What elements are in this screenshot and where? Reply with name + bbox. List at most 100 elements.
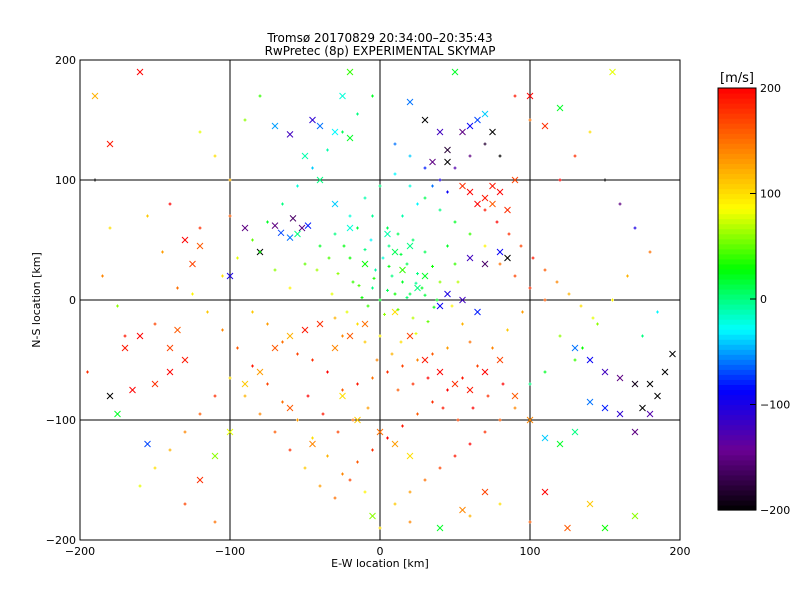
plus-marker xyxy=(468,442,472,446)
marker-stroke xyxy=(286,404,294,412)
cross-marker xyxy=(316,176,324,184)
plus-marker xyxy=(311,358,314,362)
cross-marker xyxy=(481,368,489,376)
marker-stroke xyxy=(474,308,481,316)
colorbar-segment xyxy=(718,288,756,295)
plus-marker xyxy=(198,130,202,134)
plus-marker xyxy=(386,370,389,374)
marker-stroke xyxy=(136,68,144,76)
plus-marker xyxy=(491,346,494,350)
cross-marker xyxy=(496,248,504,256)
plus-marker xyxy=(326,370,329,374)
plus-marker xyxy=(363,490,367,494)
plus-marker xyxy=(366,304,370,308)
cross-marker xyxy=(601,368,609,376)
colorbar-segment xyxy=(718,494,756,501)
marker-stroke xyxy=(406,98,414,106)
plus-marker xyxy=(315,268,319,272)
plus-marker xyxy=(399,340,403,344)
plus-marker xyxy=(506,328,509,332)
marker-stroke xyxy=(174,326,181,334)
plus-marker xyxy=(408,154,412,158)
marker-stroke xyxy=(444,146,451,154)
plus-marker xyxy=(405,262,409,266)
plus-marker xyxy=(438,178,442,182)
plus-marker xyxy=(273,268,277,272)
marker-stroke xyxy=(354,416,361,424)
cross-marker xyxy=(346,134,354,142)
cross-marker xyxy=(346,224,354,232)
plus-marker xyxy=(333,232,337,236)
plus-marker xyxy=(281,202,284,206)
marker-stroke xyxy=(316,320,324,328)
cross-marker xyxy=(136,332,144,340)
plus-marker xyxy=(483,208,487,212)
marker-stroke xyxy=(271,344,279,352)
colorbar-segment xyxy=(718,98,756,104)
marker-stroke xyxy=(211,452,219,460)
plus-marker xyxy=(423,166,427,170)
colorbar-tick-label: 200 xyxy=(760,82,781,95)
marker-stroke xyxy=(346,68,354,76)
plus-marker xyxy=(513,274,517,278)
plus-marker xyxy=(453,220,457,224)
cross-marker xyxy=(376,428,384,436)
marker-stroke xyxy=(451,68,459,76)
cross-marker xyxy=(646,380,654,388)
marker-stroke xyxy=(301,152,309,160)
plus-marker xyxy=(213,154,217,158)
colorbar-segment xyxy=(718,389,756,396)
cross-marker xyxy=(277,229,285,237)
marker-stroke xyxy=(414,284,421,292)
colorbar-segment xyxy=(718,299,756,305)
cross-marker xyxy=(654,392,661,400)
colorbar-segment xyxy=(718,158,756,164)
colorbar-segment xyxy=(718,188,756,195)
plus-marker xyxy=(483,142,487,146)
colorbar-segment xyxy=(718,439,756,446)
cross-marker xyxy=(121,344,129,352)
marker-stroke xyxy=(511,176,519,184)
plus-marker xyxy=(416,272,419,276)
colorbar-segment xyxy=(718,263,756,270)
plus-marker xyxy=(266,322,269,326)
marker-stroke xyxy=(466,386,474,394)
cross-marker xyxy=(301,152,309,160)
colorbar-segment xyxy=(718,489,756,496)
marker-stroke xyxy=(631,428,639,436)
cross-marker xyxy=(459,296,466,304)
marker-stroke xyxy=(489,128,496,136)
plus-marker xyxy=(411,382,415,386)
plus-marker xyxy=(633,226,637,230)
plus-marker xyxy=(281,340,284,344)
colorbar-tick-label: −200 xyxy=(760,504,790,517)
colorbar-segment xyxy=(718,228,756,235)
cross-marker xyxy=(616,374,624,382)
colorbar-segment xyxy=(718,394,756,401)
plus-marker xyxy=(401,364,404,368)
cross-marker xyxy=(661,368,669,376)
cross-marker xyxy=(166,368,174,376)
plus-marker xyxy=(296,352,299,356)
plus-marker xyxy=(416,358,419,362)
colorbar-segment xyxy=(718,243,756,250)
marker-stroke xyxy=(391,440,399,448)
colorbar-segment xyxy=(718,163,756,169)
plus-marker xyxy=(258,250,262,254)
plus-marker xyxy=(342,244,346,248)
plus-marker xyxy=(236,256,239,260)
plus-marker xyxy=(213,520,217,524)
cross-marker xyxy=(189,260,196,268)
cross-marker xyxy=(256,368,264,376)
plus-marker xyxy=(414,332,418,336)
plus-marker xyxy=(528,382,532,386)
cross-marker xyxy=(466,254,474,262)
plus-marker xyxy=(483,244,487,248)
cross-marker xyxy=(444,158,451,166)
plus-marker xyxy=(251,238,254,242)
cross-marker xyxy=(541,122,549,130)
colorbar-segment xyxy=(718,404,756,411)
chart-subtitle: RwPretec (8p) EXPERIMENTAL SKYMAP xyxy=(265,44,496,58)
cross-marker xyxy=(304,222,312,229)
cross-marker xyxy=(129,386,136,394)
